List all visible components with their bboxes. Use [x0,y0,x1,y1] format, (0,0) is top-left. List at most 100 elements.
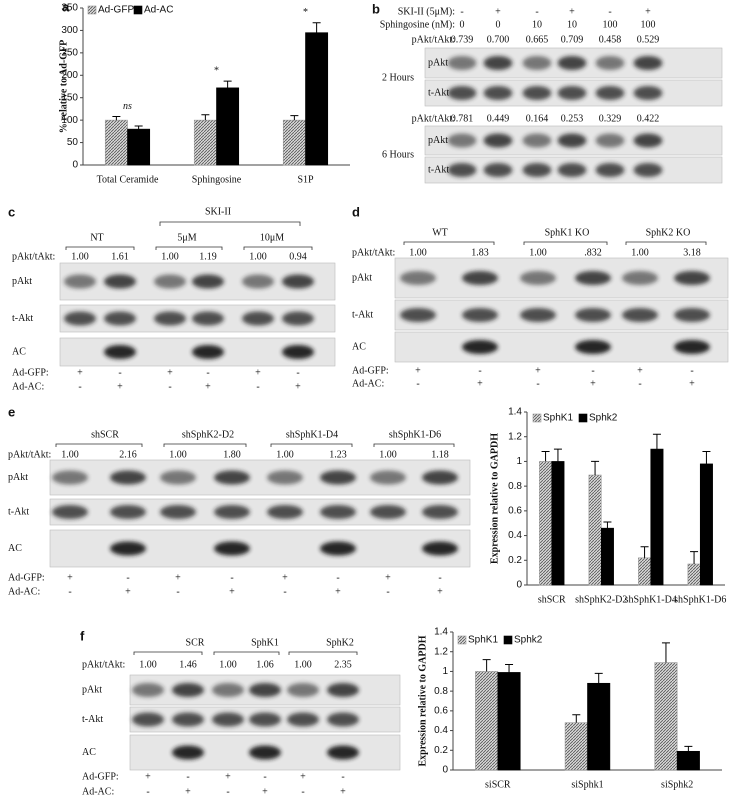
error-bar [541,451,550,462]
y-tick-label: 50 [67,137,79,148]
blot-band [595,133,625,148]
row-label: pAkt [82,684,102,695]
ratio-value: 1.00 [409,247,427,258]
bar [650,448,664,586]
y-tick-label: 1 [516,456,522,467]
ratio-value: 3.18 [683,247,701,258]
y-axis-label: % relative to Ad-GFP [58,40,69,133]
blot-band [557,56,587,70]
ratio-value: 1.83 [471,247,489,258]
condition-label: SKI-II (5μM): [398,6,455,17]
condition-value: - [638,378,641,389]
ratio-value: 1.00 [294,659,312,670]
group-label: SphK2 [326,637,354,648]
error-bar [684,745,693,752]
bar [539,461,553,586]
blot-band [674,271,710,285]
blot-band [520,271,556,285]
legend-swatch [457,635,467,645]
condition-value: + [255,367,261,378]
blot-band [110,470,146,485]
blot-band [64,274,96,289]
condition-value: + [335,586,341,597]
panel-label: b [372,1,380,16]
ratio-value: 2.35 [334,659,352,670]
condition-value: 10 [567,19,577,30]
blot-band [370,505,406,519]
legend-label: Ad-GFP [98,5,134,16]
legend-swatch [503,635,513,645]
group-label: shSCR [91,429,119,440]
blot-band [132,683,164,697]
ratio-value: 1.61 [111,251,129,262]
condition-value: 0 [460,19,465,30]
condition-value: + [340,786,346,797]
x-tick-label: shSphK1-D4 [625,594,677,605]
panel-label: e [8,404,15,419]
error-bar [223,80,232,88]
blot-band [172,745,204,760]
annotation: * [303,7,308,18]
row-label: pAkt [352,272,372,283]
x-tick-label: S1P [297,174,314,185]
bar [282,119,306,166]
legend-label: SphK1 [543,413,573,424]
group-label: SphK2 KO [646,227,691,238]
bracket [373,443,455,447]
condition-value: + [590,378,596,389]
blot-band [212,712,244,727]
x-tick-label: Sphingosine [192,174,242,185]
group-label: shSphK1-D4 [286,429,338,440]
row-label: AC [82,747,96,758]
ratio-value: 1.23 [329,449,347,460]
blot-band [674,340,710,354]
condition-value: + [185,786,191,797]
treatment-label: SKI-II [205,206,231,217]
bar [305,32,329,166]
bar [193,119,217,166]
x-tick-label: shSphK1-D6 [674,594,726,605]
row-label: t-Akt [352,309,373,320]
row-label: AC [12,346,26,357]
y-tick-label: 0 [516,580,522,591]
set-label: 6 Hours [382,149,414,160]
group-label: SphK1 KO [545,227,590,238]
blot-band [287,683,319,697]
ratio-value: 0.422 [637,113,660,124]
bar [104,119,128,166]
ratio-value: 1.00 [139,659,157,670]
error-bar [572,714,581,723]
bar [475,671,499,771]
blot-band [370,470,406,485]
row-label: pAkt [8,472,28,483]
ratio-label: pAkt/tAkt: [82,659,125,670]
legend-label: Sphk2 [514,635,543,646]
y-tick-label: 0.8 [434,686,448,697]
legend-swatch [578,413,588,423]
condition-value: + [145,771,151,782]
condition-value: - [438,572,441,583]
error-bar [594,672,603,684]
blot-band [242,274,274,289]
condition-value: - [301,786,304,797]
bracket [133,651,203,655]
condition-value: + [689,378,695,389]
blot-band [282,274,314,289]
condition-value: - [341,771,344,782]
ratio-value: 1.00 [169,449,187,460]
ratio-value: 0.449 [487,113,510,124]
blot-band [214,505,250,519]
condition-value: - [416,378,419,389]
bar [551,461,565,586]
blot-band [327,745,359,760]
set-label: 2 Hours [382,72,414,83]
bar [687,563,701,586]
ratio-value: 1.00 [379,449,397,460]
y-tick-label: 0 [442,765,448,776]
error-bar [690,551,699,564]
blot-band [595,56,625,70]
blot-band [287,712,319,727]
condition-value: - [478,365,481,376]
condition-value: + [637,365,643,376]
row-label: t-Akt [428,164,449,175]
